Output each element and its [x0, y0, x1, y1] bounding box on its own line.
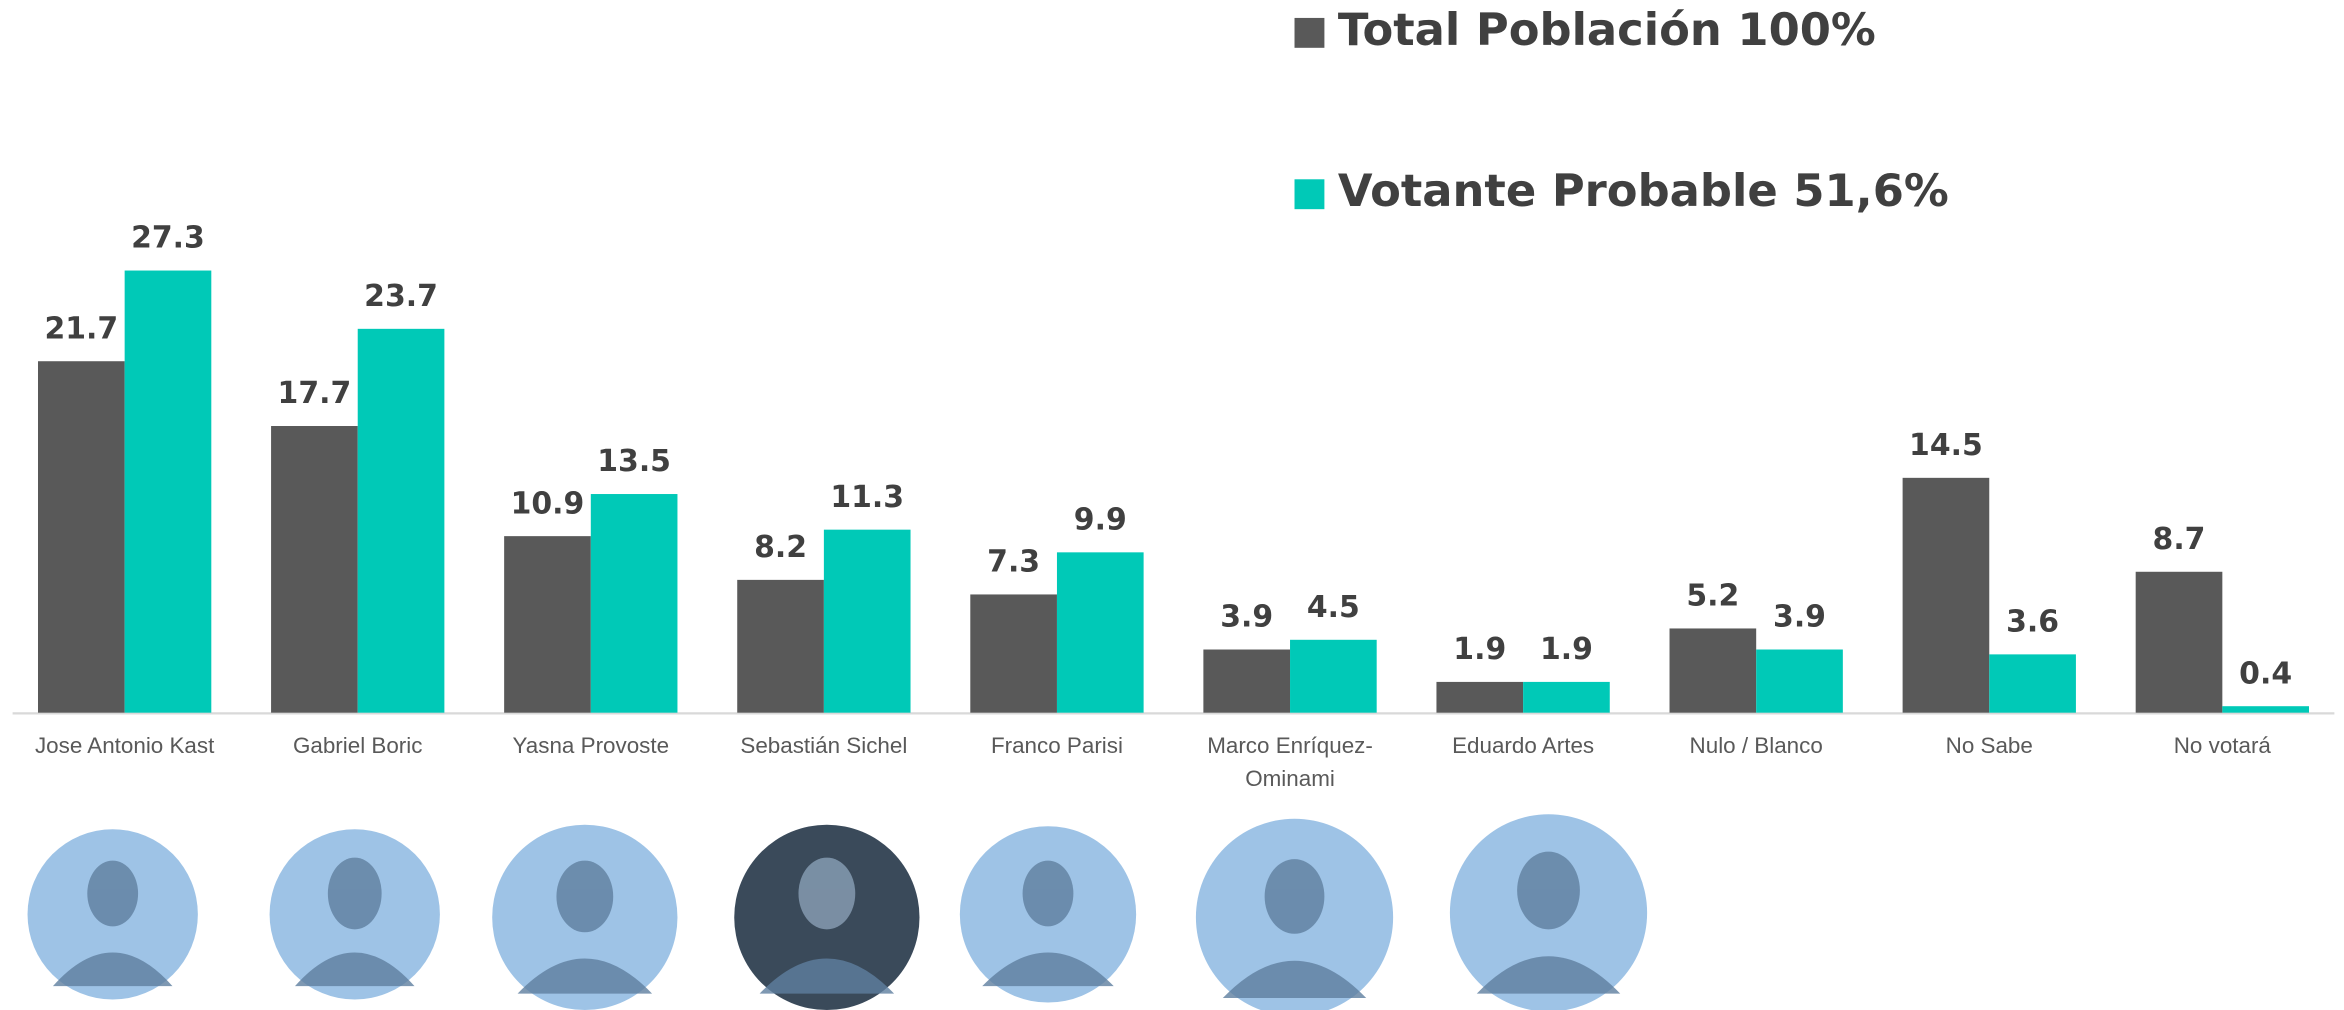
data-label: 4.5: [1307, 590, 1360, 625]
bar: [1056, 552, 1144, 713]
x-tick-label: Sebastián Sichel: [740, 733, 907, 758]
data-label: 13.5: [597, 444, 671, 479]
bar: [1902, 477, 1990, 713]
data-label: 3.9: [1773, 600, 1826, 635]
data-label: 3.6: [2006, 604, 2059, 639]
x-tick-label: No Sabe: [1946, 733, 2033, 758]
x-tick-label: Nulo / Blanco: [1690, 733, 1823, 758]
bar: [1436, 681, 1524, 713]
bar: [1669, 628, 1757, 713]
data-label: 0.4: [2239, 656, 2292, 691]
bar: [2135, 571, 2223, 713]
bar: [737, 579, 824, 713]
legend-swatch: [1294, 179, 1325, 210]
x-tick-label: Jose Antonio Kast: [35, 733, 215, 758]
data-label: 17.7: [278, 376, 352, 411]
data-label: 3.9: [1220, 600, 1273, 635]
data-label: 11.3: [830, 480, 904, 515]
bar: [1756, 649, 1843, 713]
bar: [1290, 639, 1377, 713]
x-tick-label: Eduardo Artes: [1452, 733, 1594, 758]
bar: [124, 270, 212, 713]
bar: [1989, 654, 2076, 713]
data-label: 8.7: [2153, 522, 2206, 557]
legend-label: Total Población 100%: [1338, 3, 1876, 56]
bar: [2222, 706, 2309, 713]
bar: [823, 529, 911, 713]
bar: [504, 536, 591, 713]
data-label: 27.3: [131, 221, 205, 256]
bar: [1523, 681, 1610, 713]
data-label: 1.9: [1453, 632, 1506, 667]
data-label: 10.9: [511, 486, 585, 521]
data-label: 14.5: [1909, 428, 1983, 463]
legend-label: Votante Probable 51,6%: [1338, 164, 1949, 217]
x-tick-label: Franco Parisi: [991, 733, 1123, 758]
legend-swatch: [1294, 17, 1325, 48]
bar: [271, 426, 358, 713]
bar: [970, 594, 1057, 713]
data-label: 21.7: [44, 311, 118, 346]
data-label: 8.2: [754, 530, 807, 565]
bar: [590, 494, 678, 713]
data-label: 23.7: [364, 279, 438, 314]
x-tick-label: No votará: [2174, 733, 2272, 758]
bar: [357, 328, 445, 713]
data-label: 5.2: [1686, 579, 1739, 614]
data-label: 9.9: [1074, 502, 1127, 537]
x-tick-label: Marco Enríquez-Ominami: [1207, 733, 1373, 791]
data-label: 7.3: [987, 545, 1040, 580]
bar: [37, 361, 125, 713]
bar: [1203, 649, 1291, 713]
x-tick-label: Yasna Provoste: [513, 733, 670, 758]
photo-silhouettes: [52, 851, 1621, 999]
x-tick-label: Gabriel Boric: [293, 733, 423, 758]
data-label: 1.9: [1540, 632, 1593, 667]
